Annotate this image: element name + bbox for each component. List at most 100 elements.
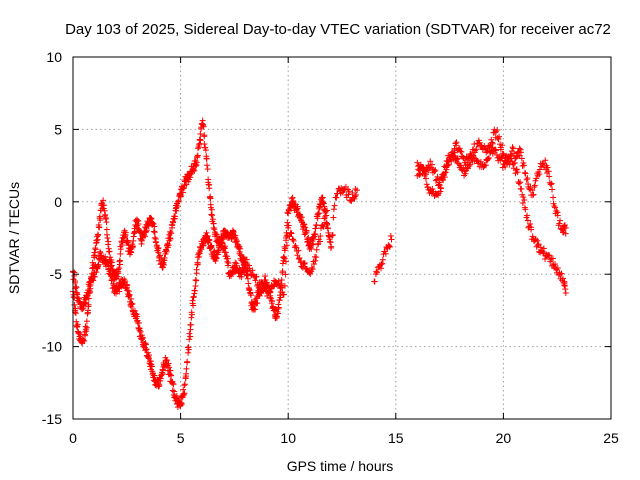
x-tick-label: 0 (69, 430, 77, 446)
data-point (222, 243, 229, 250)
data-point (289, 236, 296, 243)
data-point (554, 212, 561, 219)
data-point (331, 202, 338, 209)
data-point (467, 161, 474, 168)
axis-ticks (72, 56, 612, 420)
data-point (153, 239, 160, 246)
data-point (173, 207, 180, 214)
data-point (243, 256, 250, 263)
data-point (562, 224, 569, 231)
plot-frame (72, 56, 612, 420)
data-point (301, 221, 308, 228)
data-point (308, 264, 315, 271)
data-point (308, 240, 315, 247)
data-point (554, 264, 561, 271)
x-tick-label: 25 (603, 430, 619, 446)
data-point (329, 231, 336, 238)
data-point (133, 310, 140, 317)
data-point (309, 234, 316, 241)
data-point (283, 242, 290, 249)
data-point (247, 290, 254, 297)
data-point (198, 246, 205, 253)
data-point (100, 202, 107, 209)
data-point (524, 212, 531, 219)
data-point (521, 197, 528, 204)
data-point (180, 386, 187, 393)
data-point (113, 274, 120, 281)
data-point (423, 181, 430, 188)
data-point (424, 183, 431, 190)
data-point (311, 261, 318, 268)
data-point (492, 147, 499, 154)
data-point (191, 287, 198, 294)
data-point (416, 171, 423, 178)
y-tick-label: -5 (50, 266, 63, 282)
data-point (203, 229, 210, 236)
data-point (313, 254, 320, 261)
data-point (181, 381, 188, 388)
data-point (85, 290, 92, 297)
data-point (518, 155, 525, 162)
data-point (556, 220, 563, 227)
data-point (115, 269, 122, 276)
data-point (199, 242, 206, 249)
data-point (496, 133, 503, 140)
data-point (426, 165, 433, 172)
data-point (169, 222, 176, 229)
data-point (74, 321, 81, 328)
data-point (92, 246, 99, 253)
data-point (267, 294, 274, 301)
data-point (289, 194, 296, 201)
data-point (201, 141, 208, 148)
data-point (451, 152, 458, 159)
data-point (164, 357, 171, 364)
data-point (146, 352, 153, 359)
data-point (173, 392, 180, 399)
data-point (517, 179, 524, 186)
data-point (101, 207, 108, 214)
data-point (541, 249, 548, 256)
data-point (437, 188, 444, 195)
data-point (489, 139, 496, 146)
data-point (94, 262, 101, 269)
x-axis-label: GPS time / hours (287, 458, 394, 474)
data-point (96, 248, 103, 255)
data-point (136, 319, 143, 326)
data-point (171, 388, 178, 395)
data-point (542, 157, 549, 164)
data-point (513, 153, 520, 160)
data-point (192, 276, 199, 283)
data-point (85, 301, 92, 308)
data-point (509, 144, 516, 151)
data-point (458, 148, 465, 155)
data-point (188, 314, 195, 321)
data-point (279, 268, 286, 275)
y-axis-label: SDTVAR / TECUs (6, 182, 22, 294)
data-point (379, 260, 386, 267)
data-point (302, 230, 309, 237)
y-tick-label: 0 (54, 194, 62, 210)
data-point (562, 230, 569, 237)
data-point (161, 257, 168, 264)
data-point (197, 137, 204, 144)
data-point (453, 139, 460, 146)
data-point (307, 270, 314, 277)
data-point (388, 236, 395, 243)
data-point (124, 287, 131, 294)
data-point (386, 243, 393, 250)
y-tick-label: -15 (42, 411, 62, 427)
data-point (104, 235, 111, 241)
data-point (167, 367, 174, 374)
data-point (323, 207, 330, 214)
x-tick-label: 5 (177, 430, 185, 446)
data-point (514, 169, 521, 176)
data-point (544, 164, 551, 171)
data-point (264, 293, 271, 300)
data-point (472, 147, 479, 154)
data-point (442, 169, 449, 176)
data-point (188, 311, 195, 318)
data-point (312, 231, 319, 238)
data-point (433, 176, 440, 183)
data-point (448, 149, 455, 156)
